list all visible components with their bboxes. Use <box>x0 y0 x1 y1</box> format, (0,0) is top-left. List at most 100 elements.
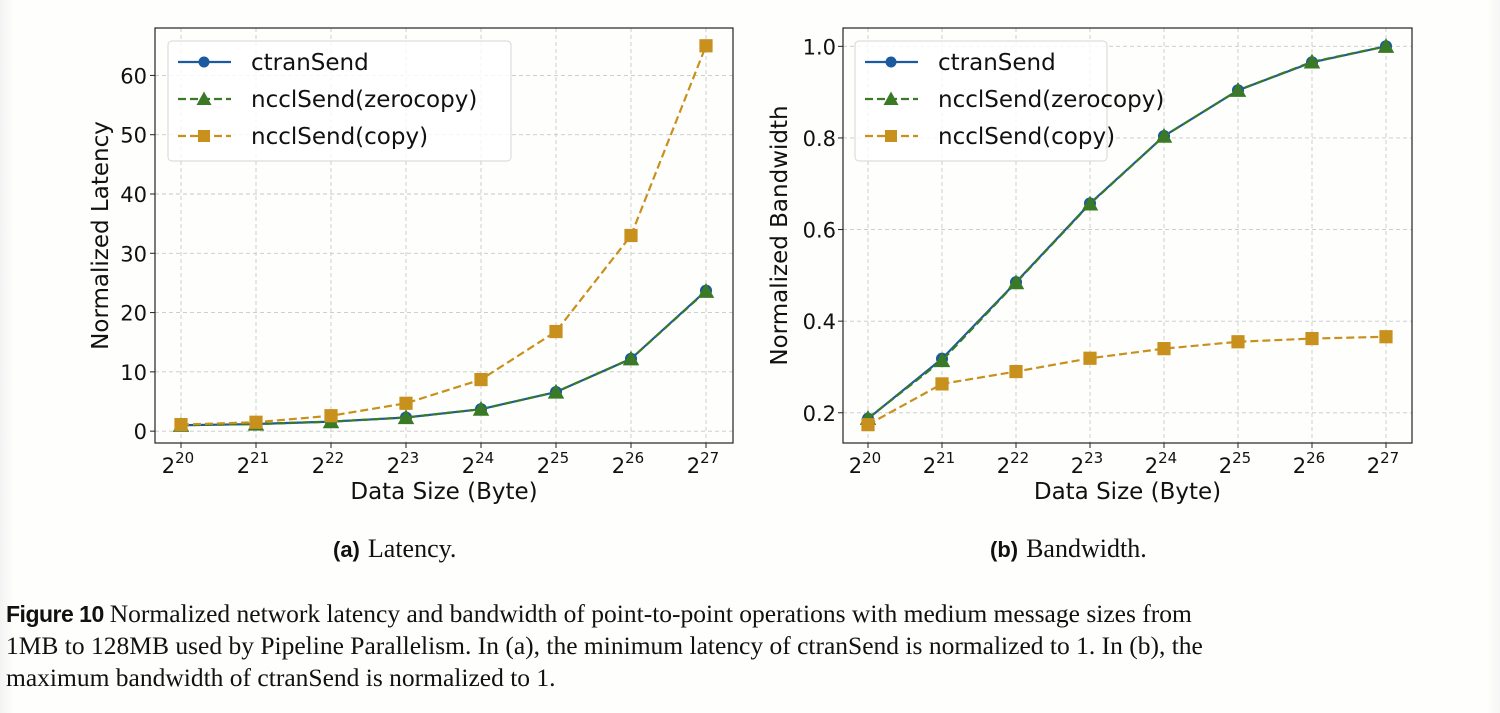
x-tick-label: 226 <box>612 449 644 478</box>
axes-frame <box>154 27 734 444</box>
caption-line-2: 1MB to 128MB used by Pipeline Parallelis… <box>6 631 1203 660</box>
caption-line-1: Figure 10 Normalized network latency and … <box>6 598 1500 630</box>
y-tick-label: 60 <box>120 64 147 88</box>
data-point <box>935 377 949 391</box>
caption-line-3: maximum bandwidth of ctranSend is normal… <box>6 663 556 692</box>
x-tick-label: 220 <box>162 449 194 478</box>
data-point <box>1231 335 1245 349</box>
legend-marker <box>885 56 897 68</box>
data-point <box>933 352 951 368</box>
x-axis-title: Data Size (Byte) <box>1034 479 1221 505</box>
data-point <box>1009 364 1023 379</box>
data-point <box>1305 331 1319 346</box>
y-axis-title: Normalized Bandwidth <box>767 105 793 365</box>
data-point <box>1157 342 1171 356</box>
data-point <box>624 228 638 243</box>
data-point <box>474 372 488 387</box>
legend-box <box>854 40 1108 162</box>
x-tick-label: 221 <box>237 449 269 478</box>
series-line <box>867 45 1387 420</box>
x-tick-label: 226 <box>1293 449 1325 478</box>
legend-marker <box>198 56 210 68</box>
legend-label: ncclSend(copy) <box>938 124 1115 150</box>
x-tick-label: 227 <box>1367 449 1399 478</box>
data-point <box>1083 351 1097 365</box>
x-tick-label: 225 <box>537 449 569 478</box>
data-point <box>547 383 565 399</box>
series-line <box>180 45 708 426</box>
data-point <box>1379 330 1393 344</box>
x-tick-label: 220 <box>849 449 881 478</box>
x-tick-label: 227 <box>687 449 719 478</box>
y-axis-title: Normalized Latency <box>88 121 114 350</box>
data-point <box>622 350 640 366</box>
y-tick-label: 10 <box>120 361 147 385</box>
subcaption-a-label: (a) <box>333 537 360 562</box>
legend-item: ncclSend(copy) <box>865 124 1115 150</box>
legend-item: ncclSend(zerocopy) <box>865 87 1164 113</box>
legend-label: ncclSend(zerocopy) <box>938 87 1164 113</box>
data-point <box>397 409 415 425</box>
x-tick-label: 223 <box>387 449 419 478</box>
y-tick-label: 0 <box>134 420 147 444</box>
subcaption-b-text: Bandwidth. <box>1026 534 1147 563</box>
axes-frame <box>842 27 1413 444</box>
series-line <box>867 335 1387 426</box>
y-tick-label: 0.2 <box>803 402 836 426</box>
data-point <box>697 282 715 298</box>
y-tick-label: 50 <box>120 124 147 148</box>
legend-label: ctranSend <box>938 50 1056 76</box>
latency-chart: 220 221 222 223 224 225 226 227 0 10 20 30 40 50 60 Dat… <box>88 27 734 505</box>
data-point <box>1303 53 1321 69</box>
data-point <box>324 409 338 423</box>
legend-marker <box>883 91 899 105</box>
data-point <box>1007 274 1025 290</box>
y-tick-label: 0.8 <box>803 127 836 151</box>
legend-item: ctranSend <box>865 50 1056 76</box>
legend-box <box>167 40 512 162</box>
data-point <box>1229 82 1247 97</box>
legend-label: ncclSend(copy) <box>251 124 428 150</box>
figure-label: Figure 10 <box>6 601 104 627</box>
legend-item: ncclSend(copy) <box>178 124 428 150</box>
x-tick-label: 223 <box>1071 449 1103 478</box>
x-tick-label: 224 <box>1145 449 1177 478</box>
data-point <box>1081 195 1099 211</box>
x-tick-label: 222 <box>997 449 1029 478</box>
legend-marker <box>196 91 212 105</box>
subcaption-a-text: Latency. <box>367 534 457 563</box>
figure-caption: Figure 10 Normalized network latency and … <box>6 598 1500 694</box>
legend-marker <box>885 130 897 142</box>
y-tick-label: 0.6 <box>803 219 836 243</box>
x-tick-label: 221 <box>923 449 955 478</box>
data-point <box>472 400 490 416</box>
caption-text-1: Normalized network latency and bandwidth… <box>109 599 1192 628</box>
subcaption-b-label: (b) <box>990 537 1019 562</box>
data-point <box>861 418 875 432</box>
series-line <box>180 290 707 427</box>
y-tick-label: 40 <box>120 183 147 207</box>
legend-item: ctranSend <box>178 50 369 76</box>
legend: ctranSend ncclSend(zerocopy) ncclSend(copy… <box>167 40 512 162</box>
series-ncclsend-copy- <box>174 39 713 432</box>
subcaption-b: (b) Bandwidth. <box>990 534 1147 564</box>
y-tick-label: 0.4 <box>803 310 836 334</box>
x-tick-label: 224 <box>462 449 494 478</box>
data-point <box>249 415 263 429</box>
x-tick-label: 225 <box>1219 449 1251 478</box>
series-ncclsend-copy- <box>861 330 1393 432</box>
legend-label: ncclSend(zerocopy) <box>251 87 477 113</box>
subcaption-a: (a) Latency. <box>333 534 456 564</box>
series-line <box>867 45 1387 420</box>
series-ncclsend-zerocopy- <box>172 282 715 432</box>
data-point <box>174 418 188 432</box>
data-point <box>1155 127 1173 143</box>
bandwidth-chart: 220 221 222 223 224 225 226 227 0.2 0.4 0.6 0.8 1.0 D… <box>767 27 1413 505</box>
legend: ctranSend ncclSend(zerocopy) ncclSend(copy… <box>854 40 1164 162</box>
data-point <box>549 324 563 339</box>
legend-item: ncclSend(zerocopy) <box>178 87 477 113</box>
legend-marker <box>198 130 210 142</box>
x-tick-label: 222 <box>312 449 344 478</box>
data-point <box>399 396 413 410</box>
